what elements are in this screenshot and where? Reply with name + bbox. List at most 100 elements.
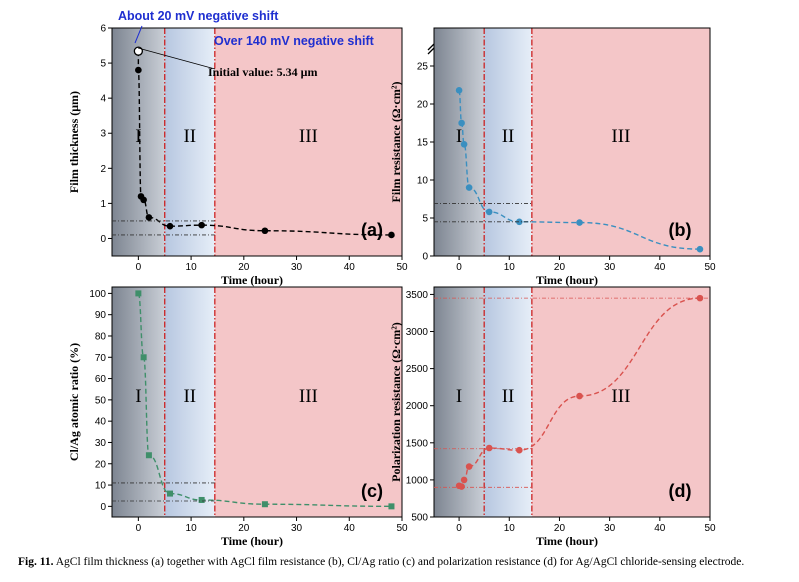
x-tick-label: 20: [238, 523, 250, 534]
axes-frame: [111, 286, 403, 518]
region-1-background: [434, 28, 485, 256]
x-tick-label: 30: [604, 523, 616, 534]
data-point: [140, 196, 147, 204]
y-tick-label: 2000: [406, 401, 429, 412]
caption-label: Fig. 11.: [18, 556, 54, 568]
region-2-background: [484, 287, 532, 517]
data-point: [198, 221, 205, 229]
data-point: [135, 66, 142, 74]
x-axis-label: Time (hour): [536, 534, 598, 548]
x-axis-label: Time (hour): [221, 534, 283, 548]
data-point: [140, 354, 147, 361]
panel-label: (a): [361, 220, 383, 240]
x-tick-label: 0: [136, 523, 142, 534]
x-tick-label: 40: [344, 523, 356, 534]
x-tick-label: 40: [654, 523, 666, 534]
region-2-background: [164, 28, 215, 256]
y-tick-label: 100: [89, 289, 106, 300]
data-point: [696, 245, 704, 253]
y-tick-label: 80: [95, 331, 107, 342]
x-axis-label: Time (hour): [221, 273, 283, 287]
annotation-initial-value: Initial value: 5.34 μm: [208, 65, 317, 79]
y-tick-label: 6: [100, 24, 106, 35]
data-point: [465, 184, 473, 191]
data-point: [145, 452, 152, 459]
y-tick-label: 25: [417, 62, 429, 73]
x-tick-label: 40: [654, 262, 666, 273]
y-tick-label: 3500: [406, 290, 429, 301]
y-tick-label: 20: [417, 100, 429, 111]
x-tick-label: 10: [186, 523, 198, 534]
x-tick-label: 20: [238, 262, 250, 273]
region-label-1: I: [456, 386, 462, 407]
region-2-background: [164, 287, 215, 517]
y-tick-label: 0: [100, 502, 106, 513]
y-tick-label: 3: [100, 129, 106, 140]
panel-label: (c): [361, 481, 383, 501]
region-label-3: III: [611, 386, 630, 407]
region-1-background: [434, 287, 485, 517]
y-tick-label: 4: [100, 94, 106, 105]
y-tick-label: 2: [100, 164, 106, 175]
panel-label: (d): [669, 481, 692, 501]
x-tick-label: 30: [604, 262, 616, 273]
data-point: [388, 503, 395, 510]
y-tick-label: 10: [95, 481, 107, 492]
data-point: [167, 490, 173, 497]
figure-caption: Fig. 11. AgCl film thickness (a) togethe…: [18, 555, 788, 569]
x-tick-label: 40: [344, 262, 356, 273]
y-tick-label: 1500: [406, 438, 429, 449]
annotation-140mv-shift: Over 140 mV negative shift: [214, 34, 375, 48]
x-tick-label: 10: [504, 262, 516, 273]
region-label-1: I: [456, 126, 462, 147]
data-point: [458, 119, 465, 127]
annotation-arrow-20mv: [134, 25, 143, 44]
x-tick-label: 30: [291, 262, 303, 273]
axis-break-mark: [427, 43, 435, 55]
x-tick-label: 10: [504, 523, 516, 534]
region-3-background: [214, 28, 402, 256]
y-axis-label: Film resistance (Ω·cm²): [389, 82, 403, 203]
region-label-2: II: [502, 126, 515, 147]
x-tick-label: 0: [456, 262, 462, 273]
y-tick-label: 1000: [406, 475, 429, 486]
region-1-background: [112, 287, 165, 517]
data-point: [455, 87, 463, 94]
region-label-2: II: [502, 386, 515, 407]
data-point: [460, 140, 468, 148]
x-tick-label: 50: [704, 262, 716, 273]
axes-frame: [111, 27, 403, 257]
data-point: [166, 222, 174, 230]
region-label-3: III: [299, 386, 318, 407]
data-point: [135, 290, 142, 297]
x-tick-label: 50: [396, 523, 408, 534]
y-tick-label: 20: [95, 459, 107, 470]
panel-label: (b): [669, 220, 692, 240]
y-tick-label: 30: [95, 438, 107, 449]
data-point: [261, 227, 269, 235]
data-point: [485, 208, 493, 216]
y-tick-label: 5: [100, 59, 106, 70]
data-point: [465, 463, 473, 470]
data-point: [460, 476, 468, 484]
data-point: [516, 446, 523, 454]
y-tick-label: 0: [422, 252, 428, 263]
y-axis-label: Polarization resistance (Ω·cm²): [389, 322, 403, 482]
data-point: [145, 214, 153, 221]
data-point: [458, 483, 465, 490]
region-label-3: III: [299, 126, 318, 147]
data-point-open: [133, 46, 144, 56]
y-axis-label: Cl/Ag atomic ratio (%): [67, 343, 81, 461]
x-tick-label: 20: [554, 523, 566, 534]
x-axis-label: Time (hour): [536, 273, 598, 287]
y-tick-label: 90: [95, 310, 107, 321]
data-point: [388, 231, 395, 239]
annotation-pointer-initial: [137, 47, 216, 70]
y-axis-label: Film thickness (μm): [67, 91, 81, 193]
data-point: [696, 294, 704, 302]
x-tick-label: 50: [704, 523, 716, 534]
